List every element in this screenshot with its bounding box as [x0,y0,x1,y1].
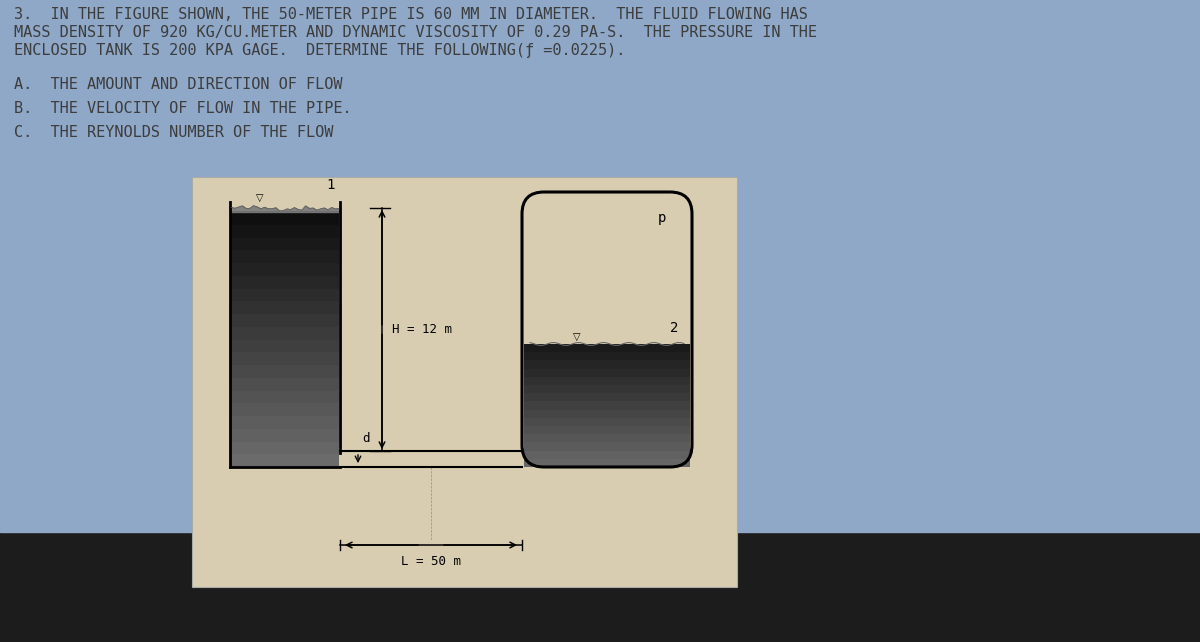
Bar [524,442,690,451]
Text: ▽: ▽ [574,332,581,342]
Bar [230,249,340,263]
Bar [524,417,690,426]
Text: p: p [658,211,666,225]
Bar [230,428,340,442]
Text: H = 12 m: H = 12 m [392,323,452,336]
Bar [524,449,690,459]
Bar [230,300,340,314]
Bar [0,532,1200,642]
Text: A.  THE AMOUNT AND DIRECTION OF FLOW: A. THE AMOUNT AND DIRECTION OF FLOW [14,77,342,92]
Bar [524,408,690,418]
Bar [230,338,340,352]
Text: C.  THE REYNOLDS NUMBER OF THE FLOW: C. THE REYNOLDS NUMBER OF THE FLOW [14,125,334,140]
Bar [230,313,340,327]
Bar [0,0,1200,532]
Bar [524,401,690,410]
Bar [524,351,690,360]
Bar [524,360,690,369]
Bar [230,325,340,340]
Bar [524,433,690,442]
Text: L = 50 m: L = 50 m [401,555,461,568]
Text: ENCLOSED TANK IS 200 KPA GAGE.  DETERMINE THE FOLLOWING(ƒ =0.0225).: ENCLOSED TANK IS 200 KPA GAGE. DETERMINE… [14,43,625,58]
Bar [524,458,690,467]
Bar [230,415,340,429]
Bar [524,392,690,401]
Bar [524,194,690,344]
Bar [230,364,340,377]
Bar [230,351,340,365]
Bar [230,275,340,288]
Text: ▽: ▽ [257,193,264,203]
Bar [192,177,737,587]
Text: B.  THE VELOCITY OF FLOW IN THE PIPE.: B. THE VELOCITY OF FLOW IN THE PIPE. [14,101,352,116]
Text: 3.  IN THE FIGURE SHOWN, THE 50-METER PIPE IS 60 MM IN DIAMETER.  THE FLUID FLOW: 3. IN THE FIGURE SHOWN, THE 50-METER PIP… [14,7,808,22]
Text: MASS DENSITY OF 920 KG/CU.METER AND DYNAMIC VISCOSITY OF 0.29 PA-S.  THE PRESSUR: MASS DENSITY OF 920 KG/CU.METER AND DYNA… [14,25,817,40]
Text: d: d [362,432,370,445]
Bar [230,236,340,250]
Bar [230,453,340,467]
Bar [230,390,340,403]
Bar [230,403,340,416]
Bar [524,368,690,377]
Text: 1: 1 [326,178,334,192]
Bar [524,384,690,393]
Bar [230,211,340,225]
Bar [230,224,340,238]
Text: 2: 2 [670,321,678,335]
Bar [230,377,340,390]
Bar [230,288,340,301]
Bar [524,425,690,434]
Bar [524,343,690,352]
Bar [524,376,690,385]
Bar [230,262,340,276]
Bar [230,440,340,455]
